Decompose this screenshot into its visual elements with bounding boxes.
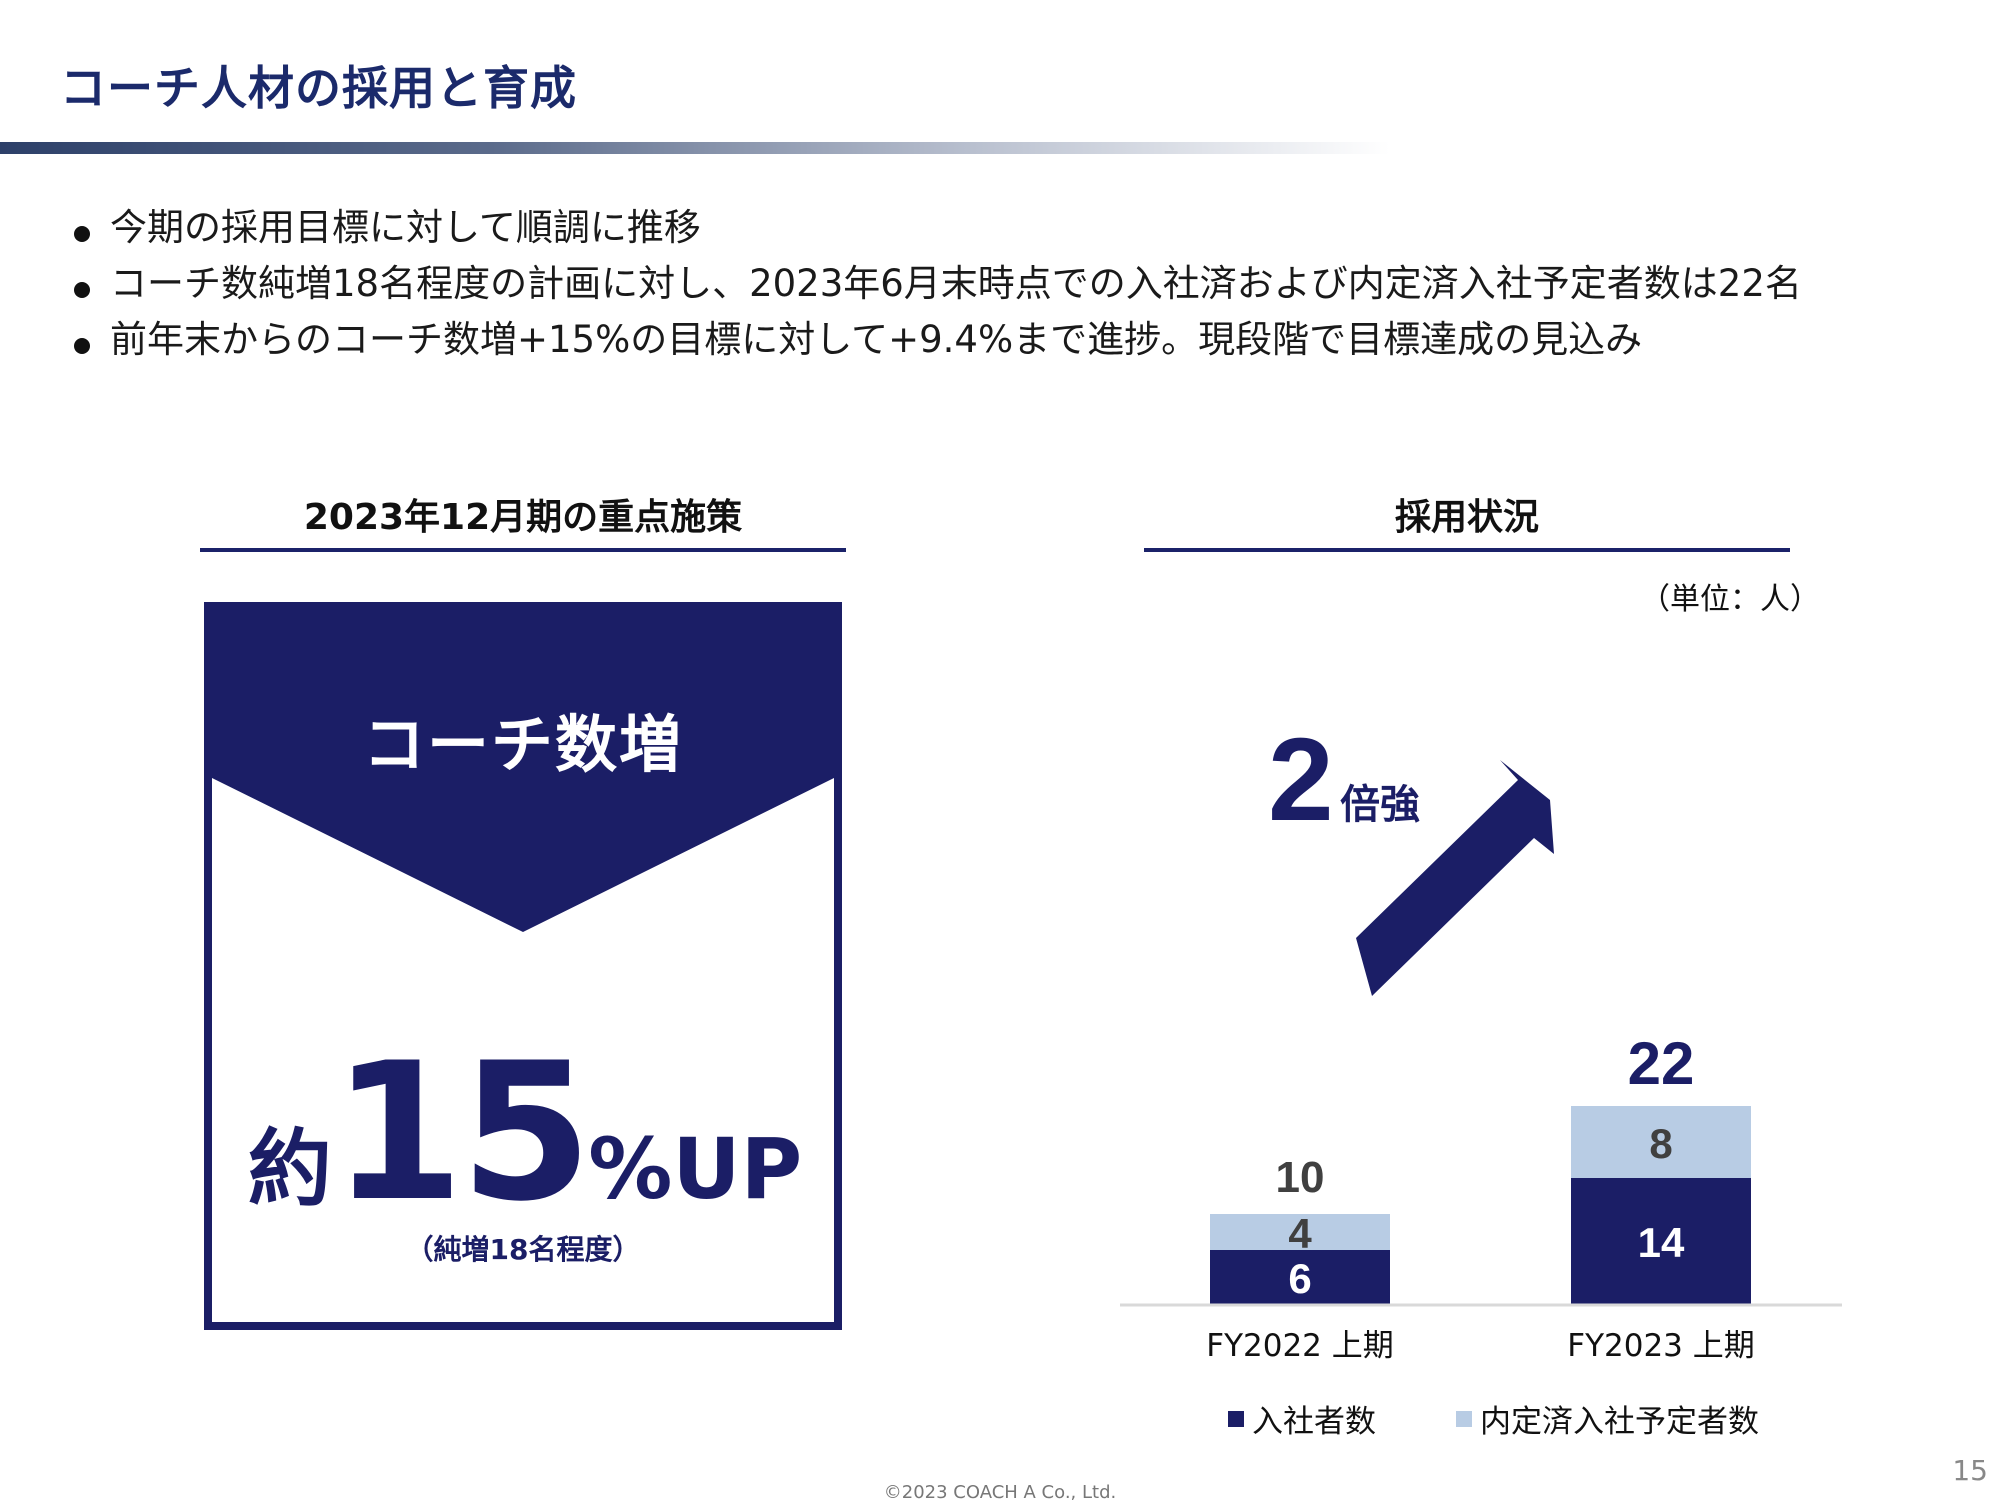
bullet-item: コーチ数純増18名程度の計画に対し、2023年6月末時点での入社済および内定済入… bbox=[70, 256, 1802, 312]
bar-value-label: 8 bbox=[1649, 1120, 1672, 1167]
unit-label: （単位：人） bbox=[1640, 582, 1820, 617]
bar-value-label: 4 bbox=[1288, 1210, 1312, 1257]
left-section-heading: 2023年12月期の重点施策 bbox=[303, 497, 743, 538]
page-number: 15 bbox=[1952, 1454, 1988, 1487]
bullet-item: 前年末からのコーチ数増+15%の目標に対して+9.4%まで進捗。現段階で目標達成… bbox=[70, 312, 1802, 368]
bar-segment bbox=[1210, 1214, 1390, 1250]
bullet-list: 今期の採用目標に対して順調に推移 コーチ数純増18名程度の計画に対し、2023年… bbox=[70, 200, 1802, 368]
focus-panel: コーチ数増 bbox=[204, 602, 842, 1330]
panel-label: コーチ数増 bbox=[362, 708, 683, 781]
copyright: ©2023 COACH A Co., Ltd. bbox=[883, 1482, 1117, 1503]
bar-value-label: 6 bbox=[1288, 1255, 1311, 1302]
value-note: （純増18名程度） bbox=[405, 1233, 641, 1266]
growth-value: 約15%UP bbox=[0, 1038, 1050, 1228]
bullet-item: 今期の採用目標に対して順調に推移 bbox=[70, 200, 1802, 256]
category-tick-label: FY2022 上期 bbox=[1206, 1328, 1394, 1364]
value-prefix: 約 bbox=[247, 1120, 332, 1218]
bar-segment bbox=[1210, 1250, 1390, 1304]
legend-swatch bbox=[1456, 1410, 1472, 1427]
bar-total-label: 10 bbox=[1276, 1153, 1325, 1202]
growth-multiple-number: 2 bbox=[1268, 714, 1334, 846]
left-section-rule bbox=[200, 548, 846, 552]
value-number: 15 bbox=[331, 1022, 592, 1243]
bar-segment bbox=[1571, 1106, 1751, 1178]
legend-swatch bbox=[1228, 1410, 1244, 1427]
right-section-rule bbox=[1144, 548, 1790, 552]
bar-value-label: 14 bbox=[1638, 1219, 1685, 1266]
right-section-heading: 採用状況 bbox=[1394, 497, 1539, 538]
legend-item-hired: 入社者数 bbox=[1228, 1396, 1376, 1441]
value-suffix: %UP bbox=[588, 1120, 803, 1218]
growth-multiple-text: 倍強 bbox=[1340, 782, 1420, 828]
slide-title: コーチ人材の採用と育成 bbox=[60, 61, 577, 115]
focus-panel-body bbox=[212, 778, 834, 1322]
category-tick-label: FY2023 上期 bbox=[1567, 1328, 1755, 1364]
legend-label: 内定済入社予定者数 bbox=[1480, 1404, 1759, 1440]
chevron-shape bbox=[212, 778, 834, 1322]
bar-segment bbox=[1571, 1178, 1751, 1304]
title-underline-bar bbox=[0, 142, 1390, 154]
legend-item-offered: 内定済入社予定者数 bbox=[1456, 1396, 1759, 1441]
growth-arrow-icon bbox=[1356, 760, 1554, 996]
legend-label: 入社者数 bbox=[1252, 1404, 1376, 1440]
bar-total-label: 22 bbox=[1628, 1030, 1695, 1097]
